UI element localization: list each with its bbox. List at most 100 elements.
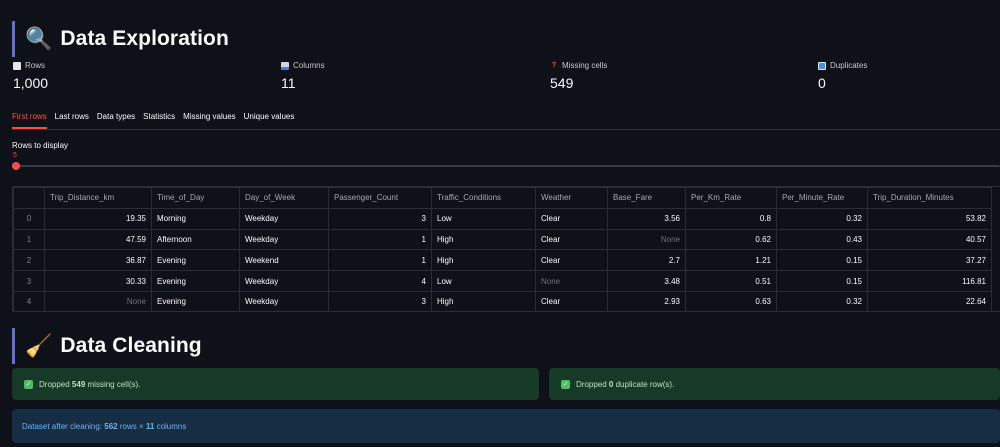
table-cell[interactable]: Evening <box>151 270 240 292</box>
table-cell[interactable]: 116.81 <box>867 270 992 292</box>
column-header[interactable]: Trip_Duration_Minutes <box>867 187 992 209</box>
missing-dropped-alert: ✓ Dropped 549 missing cell(s). <box>12 368 539 400</box>
table-cell[interactable]: None <box>607 228 686 251</box>
table-cell[interactable]: 3.48 <box>607 270 686 292</box>
table-row: 3 30.33 Evening Weekday 4 Low None 3.48 0.51 0.15… <box>13 270 992 292</box>
data-table[interactable]: Trip_Distance_km Time_of_Day Day_of_Week… <box>12 186 1000 312</box>
column-header[interactable]: Per_Minute_Rate <box>776 187 868 209</box>
column-header[interactable]: Weather <box>535 187 608 209</box>
table-cell[interactable]: 0.8 <box>685 207 777 230</box>
table-cell[interactable]: 0.15 <box>776 270 868 292</box>
table-cell[interactable]: 22.64 <box>867 290 992 311</box>
table-cell[interactable]: 3 <box>328 290 432 311</box>
table-header-row: Trip_Distance_km Time_of_Day Day_of_Week… <box>13 187 992 209</box>
table-cell[interactable]: Clear <box>535 228 608 251</box>
metric-label: Rows <box>25 61 46 70</box>
table-cell[interactable]: 1 <box>328 228 432 251</box>
table-cell[interactable]: Low <box>431 270 536 292</box>
table-cell[interactable]: 40.57 <box>867 228 992 251</box>
table-cell[interactable]: None <box>535 270 608 292</box>
metric-value: 0 <box>818 75 826 91</box>
column-header[interactable]: Traffic_Conditions <box>431 187 536 209</box>
table-cell[interactable]: Afternoon <box>151 228 240 251</box>
table-cell[interactable]: 0.43 <box>776 228 868 251</box>
table-cell[interactable]: 47.59 <box>44 228 152 251</box>
table-cell[interactable]: 30.33 <box>44 270 152 292</box>
tab-unique-values[interactable]: Unique values <box>243 112 295 121</box>
table-cell[interactable]: Clear <box>535 290 608 311</box>
table-cell[interactable]: Weekday <box>239 207 329 230</box>
row-index: 1 <box>13 228 45 251</box>
table-cell[interactable]: Evening <box>151 249 240 272</box>
table-cell[interactable]: 0.63 <box>685 290 777 311</box>
slider-thumb[interactable] <box>12 162 20 170</box>
checkmark-icon: ✓ <box>561 379 570 389</box>
bar-chart-icon <box>281 61 289 70</box>
table-cell[interactable]: 0.32 <box>776 290 868 311</box>
table-cell[interactable]: 53.82 <box>867 207 992 230</box>
table-cell[interactable]: 0.51 <box>685 270 777 292</box>
metric-label: Columns <box>293 61 325 70</box>
table-cell[interactable]: None <box>44 290 152 311</box>
page-icon <box>13 61 21 70</box>
table-cell[interactable]: Weekday <box>239 290 329 311</box>
table-cell[interactable]: 2.7 <box>607 249 686 272</box>
magnifier-icon: 🔍 <box>25 26 53 51</box>
table-cell[interactable]: 19.35 <box>44 207 152 230</box>
duplicate-icon <box>818 61 826 70</box>
table-cell[interactable]: High <box>431 249 536 272</box>
table-cell[interactable]: Clear <box>535 249 608 272</box>
table-cell[interactable]: Morning <box>151 207 240 230</box>
metric-value: 549 <box>550 75 574 91</box>
slider-value: 5 <box>13 152 17 159</box>
table-cell[interactable]: Weekend <box>239 249 329 272</box>
alert-text: Dropped 0 duplicate row(s). <box>576 379 675 389</box>
cleaning-title: Data Cleaning <box>60 334 202 357</box>
table-cell[interactable]: 3.56 <box>607 207 686 230</box>
table-cell[interactable]: 3 <box>328 207 432 230</box>
table-cell[interactable]: 2.93 <box>607 290 686 311</box>
column-header[interactable]: Per_Km_Rate <box>685 187 777 209</box>
duplicates-dropped-alert: ✓ Dropped 0 duplicate row(s). <box>549 368 1000 400</box>
table-cell[interactable]: Clear <box>535 207 608 230</box>
metric-value: 1,000 <box>13 75 49 91</box>
table-cell[interactable]: Weekday <box>239 270 329 292</box>
checkmark-icon: ✓ <box>24 379 33 389</box>
metric-label: Duplicates <box>830 61 868 70</box>
metric-rows: Rows 1,000 <box>13 61 48 91</box>
column-header[interactable]: Day_of_Week <box>239 187 329 209</box>
column-header[interactable]: Passenger_Count <box>328 187 432 209</box>
exploration-title: Data Exploration <box>60 27 229 50</box>
table-cell[interactable]: 4 <box>328 270 432 292</box>
column-header[interactable]: Time_of_Day <box>151 187 240 209</box>
table-row: 1 47.59 Afternoon Weekday 1 High Clear None 0.62… <box>13 228 992 251</box>
tab-first-rows[interactable]: First rows <box>12 109 47 129</box>
table-cell[interactable]: 0.15 <box>776 249 868 272</box>
table-cell[interactable]: Weekday <box>239 228 329 251</box>
table-cell[interactable]: 37.27 <box>867 249 992 272</box>
table-cell[interactable]: 0.32 <box>776 207 868 230</box>
table-cell[interactable]: High <box>431 290 536 311</box>
column-header[interactable]: Base_Fare <box>607 187 686 209</box>
table-cell[interactable]: Evening <box>151 290 240 311</box>
row-index: 4 <box>13 290 45 311</box>
tab-data-types[interactable]: Data types <box>96 112 136 121</box>
metric-label: Missing cells <box>562 61 608 70</box>
tab-statistics[interactable]: Statistics <box>143 112 176 121</box>
metric-value: 11 <box>281 75 296 91</box>
table-cell[interactable]: 36.87 <box>44 249 152 272</box>
table-cell[interactable]: 1 <box>328 249 432 272</box>
table-cell[interactable]: Low <box>431 207 536 230</box>
column-header[interactable]: Trip_Distance_km <box>44 187 152 209</box>
row-index: 0 <box>13 207 45 230</box>
table-cell[interactable]: 1.21 <box>685 249 777 272</box>
table-cell[interactable]: High <box>431 228 536 251</box>
alert-text: Dropped 549 missing cell(s). <box>39 379 141 389</box>
tab-last-rows[interactable]: Last rows <box>54 112 89 121</box>
metrics-row: Rows 1,000 Columns 11 ? Missing cells 549… <box>13 61 1000 95</box>
table-cell[interactable]: 0.62 <box>685 228 777 251</box>
tab-bar: First rows Last rows Data types Statisti… <box>12 109 1000 130</box>
table-row: 0 19.35 Morning Weekday 3 Low Clear 3.56 0.8 0.32… <box>13 207 992 230</box>
tab-missing-values[interactable]: Missing values <box>183 112 236 121</box>
rows-slider[interactable] <box>12 162 1000 170</box>
